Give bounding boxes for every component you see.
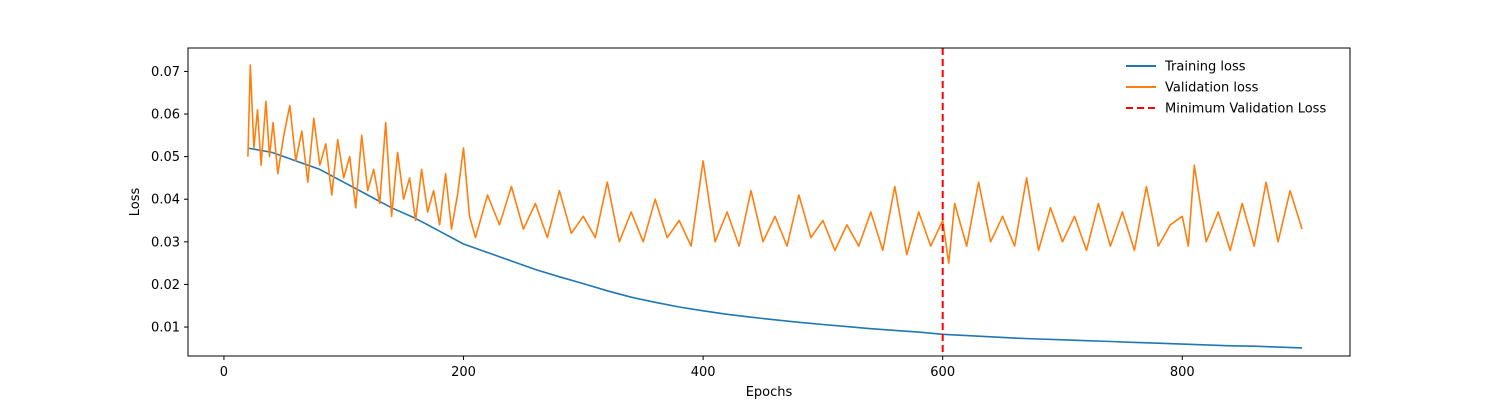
x-axis-label: Epochs: [746, 385, 793, 400]
y-tick-label: 0.02: [151, 278, 180, 293]
legend-label: Validation loss: [1165, 81, 1259, 96]
x-tick-label: 600: [930, 365, 955, 380]
y-tick-label: 0.06: [151, 108, 180, 123]
y-tick-label: 0.07: [151, 65, 180, 80]
legend-label: Training loss: [1164, 60, 1246, 75]
training-loss-line: [247, 147, 1303, 349]
plot-frame: [187, 47, 1351, 357]
y-tick-label: 0.03: [151, 235, 180, 250]
y-axis-label: Loss: [128, 188, 143, 217]
y-tick-label: 0.01: [151, 321, 180, 336]
x-tick-label: 0: [220, 365, 228, 380]
legend-label: Minimum Validation Loss: [1165, 102, 1326, 117]
y-tick-label: 0.05: [151, 150, 180, 165]
validation-loss-line: [247, 64, 1303, 264]
x-axis: 0 200 400 600 800: [220, 356, 1195, 380]
y-axis: 0.01 0.02 0.03 0.04 0.05 0.06 0.07: [151, 65, 188, 336]
x-tick-label: 200: [451, 365, 476, 380]
x-tick-label: 400: [691, 365, 716, 380]
legend: Training loss Validation loss Minimum Vali…: [1126, 60, 1326, 117]
series-layer: [247, 48, 1303, 356]
x-tick-label: 800: [1170, 365, 1195, 380]
y-tick-label: 0.04: [151, 193, 180, 208]
